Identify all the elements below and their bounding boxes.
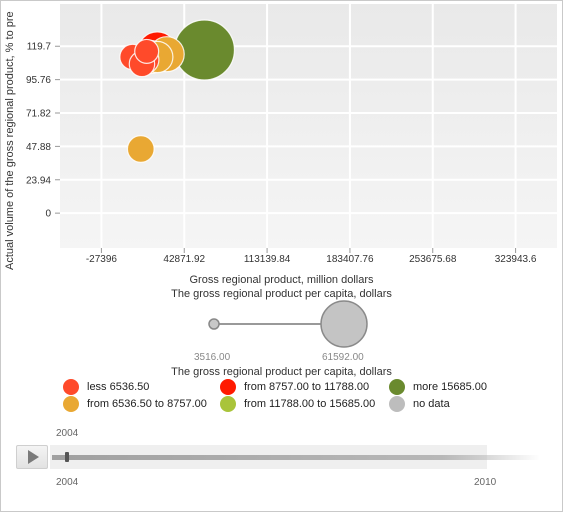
y-axis-label: Actual volume of the gross regional prod… bbox=[4, 11, 16, 270]
x-tick-label: 42871.92 bbox=[163, 254, 205, 265]
legend-label: less 6536.50 bbox=[87, 381, 150, 393]
bubble[interactable] bbox=[126, 135, 155, 163]
size-legend-max-bubble bbox=[320, 300, 368, 348]
x-tick-label: 253675.68 bbox=[409, 254, 457, 265]
legend-item[interactable]: less 6536.50 bbox=[63, 378, 149, 396]
legend-label: no data bbox=[413, 398, 450, 410]
legend-swatch bbox=[220, 396, 236, 412]
size-legend-max: 61592.00 bbox=[322, 352, 364, 363]
legend-swatch bbox=[389, 379, 405, 395]
y-tick-label: 71.82 bbox=[26, 109, 51, 120]
legend-item[interactable]: from 8757.00 to 11788.00 bbox=[220, 378, 369, 396]
legend-item[interactable]: no data bbox=[389, 395, 450, 413]
x-tick-label: 183407.76 bbox=[326, 254, 374, 265]
size-legend bbox=[208, 300, 368, 348]
timeline-current-year: 2004 bbox=[56, 428, 79, 439]
y-tick-label: 47.88 bbox=[26, 142, 51, 153]
legend-label: from 8757.00 to 11788.00 bbox=[244, 381, 370, 393]
legend-item[interactable]: from 6536.50 to 8757.00 bbox=[63, 395, 207, 413]
legend-title: The gross regional product per capita, d… bbox=[171, 366, 392, 378]
timeline-end-year: 2010 bbox=[474, 477, 497, 488]
x-tick-label: 323943.6 bbox=[495, 254, 537, 265]
y-tick-label: 23.94 bbox=[26, 175, 51, 186]
legend-swatch bbox=[63, 396, 79, 412]
y-tick-label: 0 bbox=[45, 209, 51, 220]
x-axis-label: Gross regional product, million dollars bbox=[189, 274, 374, 286]
plot-area bbox=[60, 4, 557, 248]
legend-swatch bbox=[389, 396, 405, 412]
legend-label: from 11788.00 to 15685.00 bbox=[244, 398, 376, 410]
size-legend-min-bubble bbox=[208, 318, 220, 330]
y-tick-label: 119.7 bbox=[27, 42, 52, 53]
bubble-chart: -27396 42871.92 113139.84 183407.76 253675.6… bbox=[26, 4, 557, 265]
timeline-thumb[interactable] bbox=[65, 452, 69, 462]
timeline-bar bbox=[52, 455, 540, 460]
legend-label: more 15685.00 bbox=[413, 381, 487, 393]
legend-label: from 6536.50 to 8757.00 bbox=[87, 398, 207, 410]
x-tick-label: 113139.84 bbox=[244, 254, 291, 265]
legend-swatch bbox=[63, 379, 79, 395]
play-button[interactable] bbox=[16, 445, 48, 469]
legend-item[interactable]: from 11788.00 to 15685.00 bbox=[220, 395, 375, 413]
legend-item[interactable]: more 15685.00 bbox=[389, 378, 487, 396]
size-legend-min: 3516.00 bbox=[194, 352, 231, 363]
x-tick-label: -27396 bbox=[86, 254, 118, 265]
y-tick-label: 95.76 bbox=[26, 75, 51, 86]
timeline-start-year: 2004 bbox=[56, 477, 79, 488]
legend-swatch bbox=[220, 379, 236, 395]
bubble[interactable] bbox=[134, 38, 160, 64]
size-legend-title: The gross regional product per capita, d… bbox=[171, 288, 392, 300]
play-icon bbox=[28, 450, 39, 464]
